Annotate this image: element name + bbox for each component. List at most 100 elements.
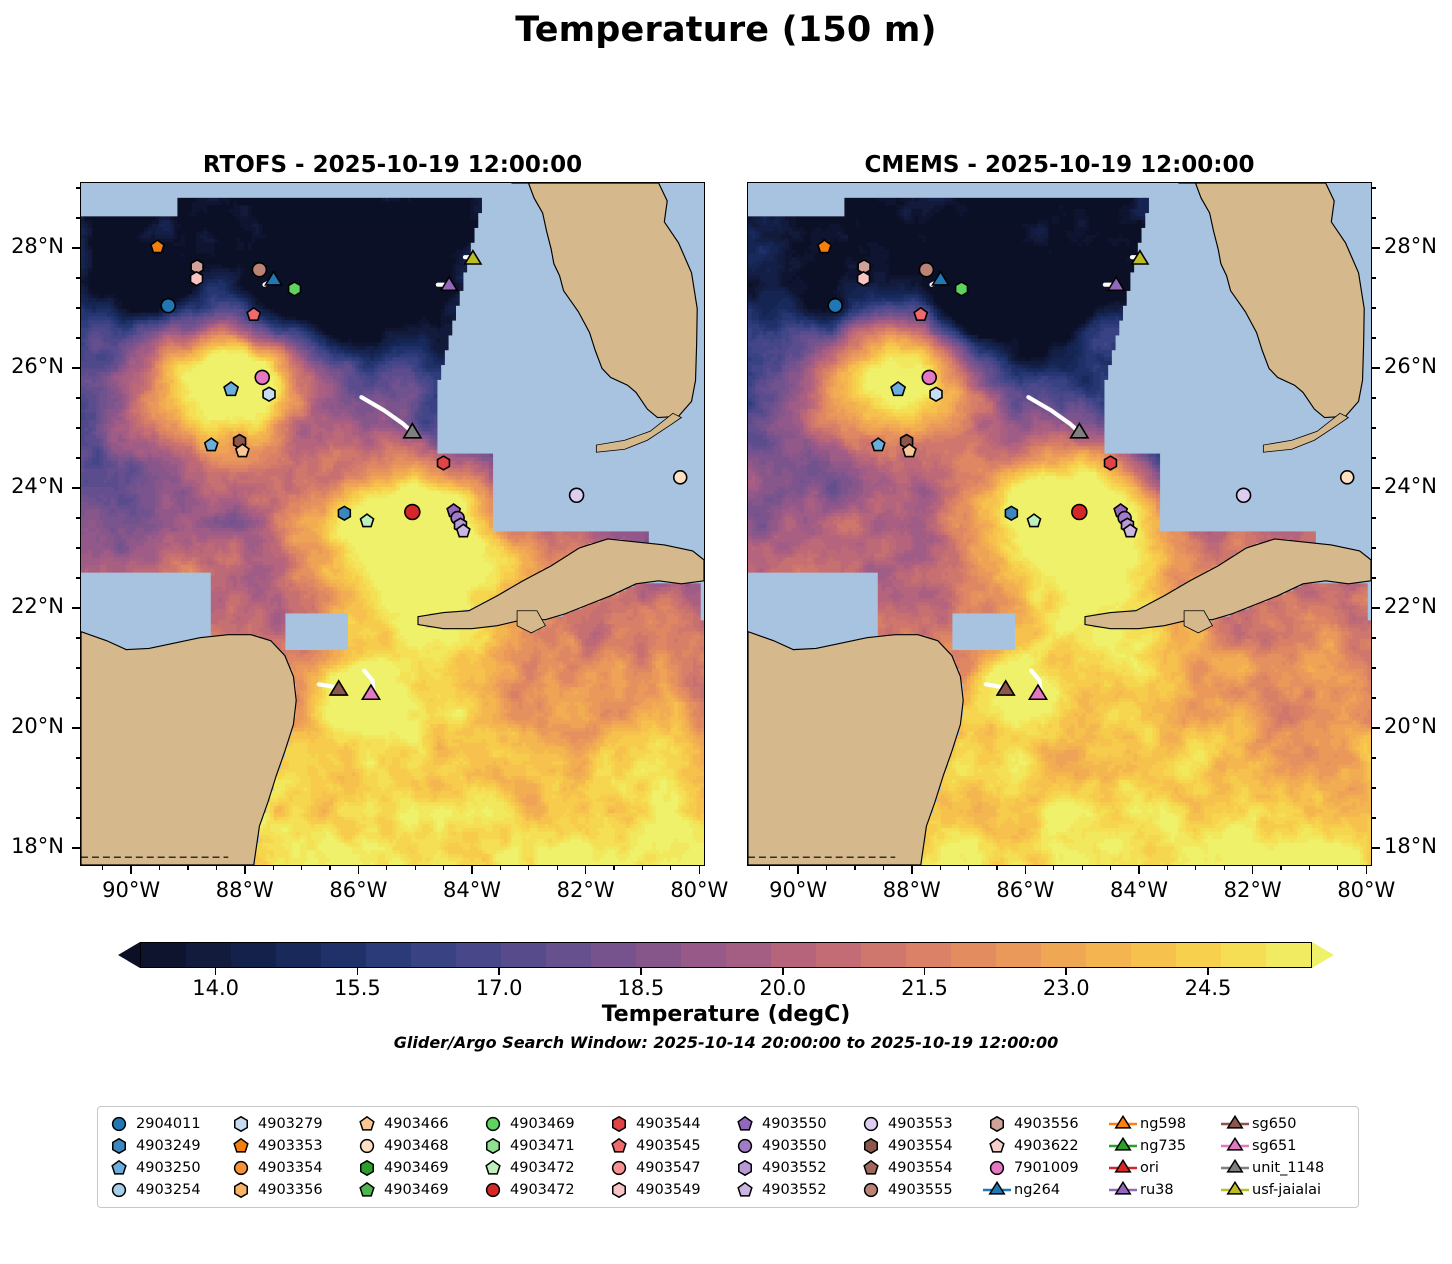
legend-item-4903250[interactable]: 4903250 (104, 1157, 226, 1179)
map-marker-usf-jaialai[interactable] (463, 249, 483, 265)
legend-item-4903552[interactable]: 4903552 (730, 1179, 856, 1201)
legend-item-4903544[interactable]: 4903544 (604, 1113, 730, 1135)
map-marker-4903250[interactable] (890, 381, 907, 397)
map-panel-rtofs[interactable] (80, 182, 705, 866)
legend-item-7901009[interactable]: 7901009 (982, 1157, 1108, 1179)
map-marker-4903279[interactable] (929, 386, 943, 402)
legend-item-4903547[interactable]: 4903547 (604, 1157, 730, 1179)
legend-item-sg650[interactable]: sg650 (1220, 1113, 1344, 1135)
legend-item-4903552[interactable]: 4903552 (730, 1157, 856, 1179)
map-marker-4903353[interactable] (816, 239, 832, 254)
legend-item-4903469[interactable]: 4903469 (478, 1113, 604, 1135)
legend-item-4903356[interactable]: 4903356 (226, 1179, 352, 1201)
map-marker-4903472[interactable] (1026, 513, 1042, 528)
map-marker-4903545[interactable] (913, 306, 929, 321)
legend-item-usf-jaialai[interactable]: usf-jaialai (1220, 1179, 1344, 1201)
legend-item-4903279[interactable]: 4903279 (226, 1113, 352, 1135)
map-marker-sg650[interactable] (328, 679, 349, 696)
legend-item-ru38[interactable]: ru38 (1108, 1179, 1220, 1201)
map-marker-4903553[interactable] (568, 487, 585, 504)
legend-item-ng735[interactable]: ng735 (1108, 1135, 1220, 1157)
map-marker-ng264[interactable] (264, 270, 284, 286)
map-marker-4903469[interactable] (954, 281, 969, 297)
legend-item-4903556[interactable]: 4903556 (982, 1113, 1108, 1135)
map-marker-sg651[interactable] (1027, 683, 1049, 701)
map-marker-4903249[interactable] (337, 505, 352, 522)
legend-item-4903469[interactable]: 4903469 (352, 1157, 478, 1179)
legend-column: ng598 ng735 ori ru38 (1108, 1113, 1220, 1201)
legend-item-4903469[interactable]: 4903469 (352, 1179, 478, 1201)
map-marker-7901009[interactable] (921, 369, 938, 386)
map-marker-4903250[interactable] (223, 381, 240, 397)
map-panel-cmems[interactable] (747, 182, 1372, 866)
legend-item-4903554[interactable]: 4903554 (856, 1135, 982, 1157)
map-marker-4903468[interactable] (672, 470, 688, 485)
colorbar-tick (1065, 968, 1068, 975)
legend-item-4903550[interactable]: 4903550 (730, 1113, 856, 1135)
legend-item-ori[interactable]: ori (1108, 1157, 1220, 1179)
legend-item-2904011[interactable]: 2904011 (104, 1113, 226, 1135)
legend-item-4903353[interactable]: 4903353 (226, 1135, 352, 1157)
map-marker-unit_1148[interactable] (402, 422, 423, 439)
map-marker-4903472b[interactable] (404, 503, 421, 521)
map-marker-4903466[interactable] (901, 443, 917, 458)
legend-item-4903468[interactable]: 4903468 (352, 1135, 478, 1157)
map-marker-4903353[interactable] (149, 239, 165, 254)
legend-item-ng264[interactable]: ng264 (982, 1179, 1108, 1201)
legend-item-4903254[interactable]: 4903254 (104, 1179, 226, 1201)
legend-item-sg651[interactable]: sg651 (1220, 1135, 1344, 1157)
map-marker-4903250b[interactable] (203, 437, 219, 452)
map-marker-4903544[interactable] (436, 455, 451, 471)
map-marker-4903556[interactable] (857, 258, 871, 275)
map-marker-4903555[interactable] (918, 261, 935, 278)
legend-item-4903472[interactable]: 4903472 (478, 1179, 604, 1201)
y-minor-tick (76, 757, 80, 759)
map-marker-4903279[interactable] (262, 386, 276, 402)
legend-item-4903622[interactable]: 4903622 (982, 1135, 1108, 1157)
x-tick-label: 84°W (443, 878, 502, 902)
legend-item-unit_1148[interactable]: unit_1148 (1220, 1157, 1344, 1179)
map-marker-usf-jaialai[interactable] (1130, 249, 1150, 265)
map-marker-sg650[interactable] (995, 679, 1016, 696)
map-marker-4903552b[interactable] (1122, 523, 1138, 538)
map-marker-4903553[interactable] (1235, 487, 1252, 504)
map-marker-4903549[interactable] (856, 270, 871, 287)
map-marker-4903555[interactable] (251, 261, 268, 278)
map-marker-4903466[interactable] (234, 443, 250, 458)
pentagon-marker-icon (730, 1113, 760, 1135)
map-marker-4903472[interactable] (359, 513, 375, 528)
map-marker-7901009[interactable] (254, 369, 271, 386)
map-marker-4903468[interactable] (1339, 470, 1355, 485)
legend-item-4903471[interactable]: 4903471 (478, 1135, 604, 1157)
legend-item-4903354[interactable]: 4903354 (226, 1157, 352, 1179)
map-marker-4903549[interactable] (189, 270, 204, 287)
map-marker-4903552b[interactable] (455, 523, 471, 538)
map-marker-4903249[interactable] (1004, 505, 1019, 522)
map-marker-sg651[interactable] (360, 683, 382, 701)
map-marker-4903472b[interactable] (1071, 503, 1088, 521)
legend-item-ng598[interactable]: ng598 (1108, 1113, 1220, 1135)
map-marker-4903250b[interactable] (870, 437, 886, 452)
legend-item-4903472[interactable]: 4903472 (478, 1157, 604, 1179)
colorbar-tick (640, 968, 642, 975)
legend-item-4903550[interactable]: 4903550 (730, 1135, 856, 1157)
map-marker-4903545[interactable] (246, 306, 262, 321)
map-marker-2904011[interactable] (827, 297, 843, 314)
map-marker-4903469[interactable] (287, 281, 302, 297)
legend-item-4903549[interactable]: 4903549 (604, 1179, 730, 1201)
map-marker-4903544[interactable] (1103, 455, 1118, 471)
map-marker-unit_1148[interactable] (1069, 422, 1090, 439)
legend-item-4903249[interactable]: 4903249 (104, 1135, 226, 1157)
legend-item-4903545[interactable]: 4903545 (604, 1135, 730, 1157)
legend-item-4903466[interactable]: 4903466 (352, 1113, 478, 1135)
map-marker-ru38[interactable] (1106, 275, 1126, 292)
legend-item-4903554[interactable]: 4903554 (856, 1157, 982, 1179)
legend-item-4903555[interactable]: 4903555 (856, 1179, 982, 1201)
map-marker-2904011[interactable] (160, 297, 176, 314)
map-marker-ru38[interactable] (439, 275, 459, 292)
map-marker-4903556[interactable] (190, 258, 204, 275)
legend-label: 4903555 (888, 1182, 953, 1198)
colorbar[interactable]: 14.0 15.5 17.0 18.5 20.0 21.5 23.0 24.5 (118, 942, 1334, 1000)
map-marker-ng264[interactable] (931, 270, 951, 286)
legend-item-4903553[interactable]: 4903553 (856, 1113, 982, 1135)
